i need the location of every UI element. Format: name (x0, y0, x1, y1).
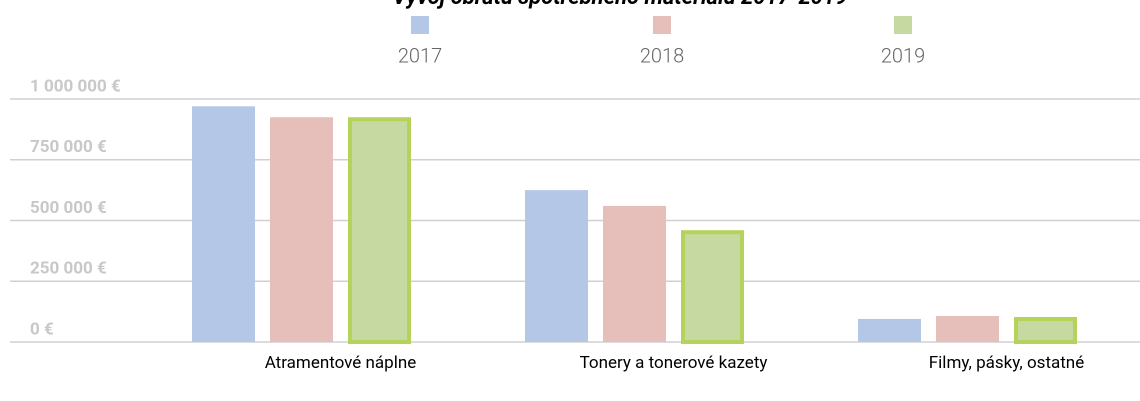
x-tick-label: Filmy, pásky, ostatné (928, 353, 1085, 373)
chart-title: Vývoj obratu spotrebného materiálu 2017-… (393, 0, 848, 10)
bar (936, 315, 999, 342)
bar (192, 106, 255, 342)
legend-label: 2018 (640, 43, 684, 67)
legend-swatch (894, 16, 912, 34)
y-tick-label: 500 000 € (30, 198, 107, 218)
legend-swatch (411, 16, 429, 34)
x-tick-label: Atramentové náplne (264, 353, 417, 373)
y-tick-label: 1 000 000 € (30, 76, 121, 96)
bar (681, 230, 744, 344)
bar (525, 190, 588, 342)
y-tick-label: 0 € (30, 319, 54, 339)
bar (1014, 316, 1077, 345)
y-tick-label: 250 000 € (30, 259, 107, 279)
legend-label: 2017 (398, 43, 442, 67)
bar (270, 117, 333, 342)
y-tick-label: 750 000 € (30, 137, 107, 157)
bar (603, 205, 666, 342)
legend-swatch (653, 16, 671, 34)
legend-label: 2019 (881, 43, 925, 67)
bar (858, 318, 921, 342)
bar (348, 117, 411, 344)
x-tick-label: Tonery a tonerové kazety (579, 353, 768, 373)
